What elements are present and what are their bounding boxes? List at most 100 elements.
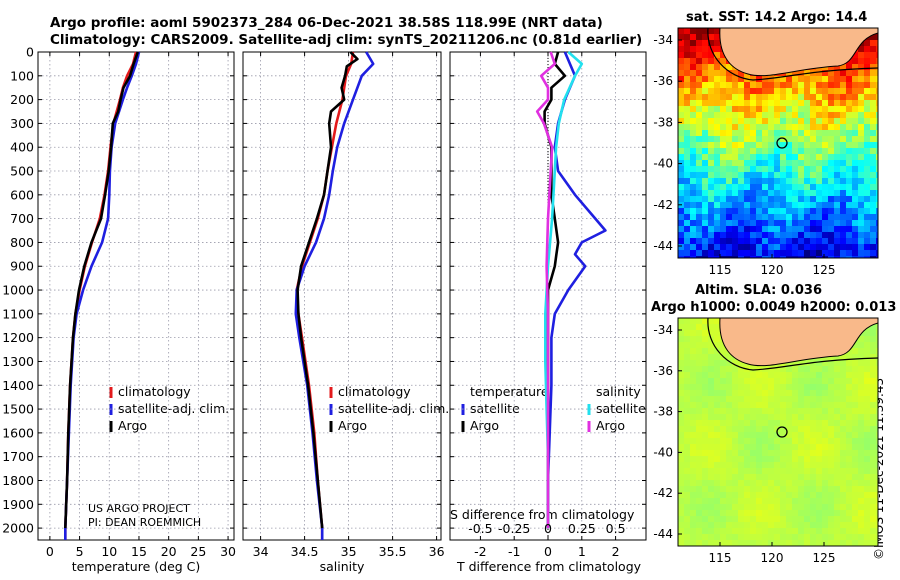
map-cell: [714, 190, 721, 197]
map-cell: [834, 462, 841, 469]
map-cell: [822, 142, 829, 149]
map-cell: [810, 504, 817, 511]
map-cell: [762, 88, 769, 95]
map-cell: [714, 420, 721, 427]
map-cell: [768, 238, 775, 245]
map-cell: [870, 118, 877, 125]
map-cell: [792, 372, 799, 379]
map-cell: [684, 534, 691, 541]
map-cell: [744, 202, 751, 209]
map-cell: [822, 408, 829, 415]
map-cell: [846, 378, 853, 385]
map-cell: [684, 480, 691, 487]
map-cell: [792, 184, 799, 191]
map-cell: [828, 384, 835, 391]
map-cell: [786, 178, 793, 185]
map-cell: [870, 498, 877, 505]
map-cell: [810, 154, 817, 161]
map-cell: [870, 40, 877, 47]
map-cell: [840, 100, 847, 107]
map-cell: [708, 324, 715, 331]
map-cell: [768, 534, 775, 541]
map-cell: [792, 250, 799, 257]
map-cell: [792, 148, 799, 155]
map-cell: [738, 76, 745, 83]
map-cell: [696, 540, 703, 546]
map-cell: [804, 172, 811, 179]
map-cell: [858, 456, 865, 463]
map-cell: [804, 130, 811, 137]
map-cell: [690, 112, 697, 119]
map-cell: [852, 64, 859, 71]
map-cell: [678, 220, 685, 227]
map-cell: [762, 372, 769, 379]
map-cell: [780, 100, 787, 107]
map-cell: [840, 220, 847, 227]
map-cell: [786, 124, 793, 131]
map-cell: [864, 82, 871, 89]
map-cell: [786, 462, 793, 469]
map-cell: [864, 426, 871, 433]
map-cell: [858, 148, 865, 155]
map-cell: [762, 384, 769, 391]
map-cell: [870, 112, 877, 119]
map-cell: [732, 372, 739, 379]
map-cell: [684, 456, 691, 463]
map-cell: [750, 226, 757, 233]
map-cell: [696, 348, 703, 355]
map-cell: [750, 112, 757, 119]
map-cell: [774, 118, 781, 125]
map-cell: [720, 52, 727, 59]
land-mass: [719, 28, 878, 77]
map-cell: [732, 402, 739, 409]
map-cell: [792, 238, 799, 245]
map-cell: [720, 444, 727, 451]
map-cell: [792, 214, 799, 221]
map-cell: [744, 438, 751, 445]
map-cell: [864, 106, 871, 113]
map-cell: [750, 408, 757, 415]
map-cell: [708, 522, 715, 529]
map-cell: [714, 64, 721, 71]
map-cell: [876, 384, 878, 391]
map-cell: [876, 378, 878, 385]
map-cell: [696, 522, 703, 529]
map-cell: [828, 118, 835, 125]
map-cell: [762, 130, 769, 137]
map-cell: [870, 202, 877, 209]
map-cell: [756, 172, 763, 179]
lat-tick-label: -38: [653, 405, 673, 419]
map-cell: [810, 148, 817, 155]
map-cell: [822, 486, 829, 493]
map-cell: [828, 100, 835, 107]
map-cell: [876, 336, 878, 343]
map-cell: [816, 540, 823, 546]
map-cell: [870, 244, 877, 251]
map-cell: [798, 492, 805, 499]
map-cell: [822, 244, 829, 251]
map-cell: [828, 456, 835, 463]
map-cell: [750, 94, 757, 101]
map-cell: [678, 432, 685, 439]
map-cell: [714, 214, 721, 221]
map-cell: [828, 160, 835, 167]
map-cell: [810, 396, 817, 403]
map-cell: [828, 420, 835, 427]
map-cell: [708, 250, 715, 257]
map-cell: [738, 522, 745, 529]
map-cell: [696, 226, 703, 233]
map-cell: [828, 468, 835, 475]
map-cell: [822, 516, 829, 523]
map-cell: [678, 504, 685, 511]
map-cell: [804, 540, 811, 546]
map-cell: [684, 172, 691, 179]
map-cell: [702, 214, 709, 221]
map-cell: [864, 160, 871, 167]
map-cell: [834, 100, 841, 107]
map-cell: [792, 444, 799, 451]
map-cell: [696, 408, 703, 415]
map-cell: [690, 214, 697, 221]
map-cell: [756, 148, 763, 155]
map-cell: [714, 432, 721, 439]
map-cell: [870, 540, 877, 546]
